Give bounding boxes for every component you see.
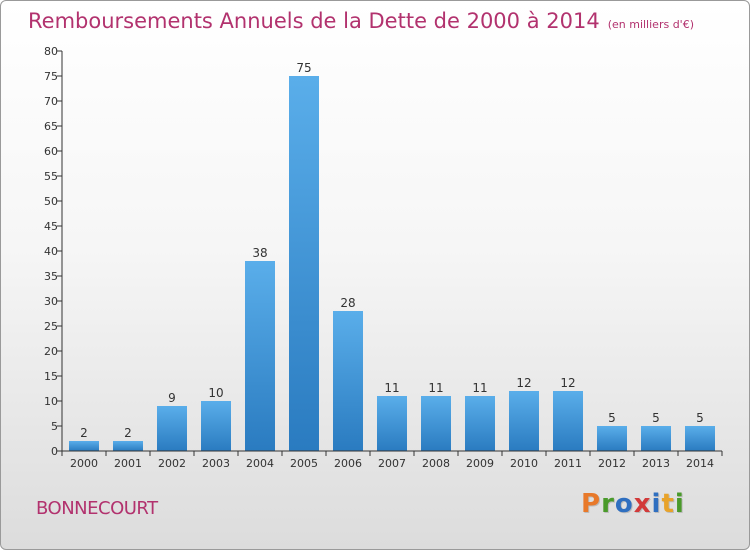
bar-value-label: 11: [428, 381, 443, 395]
bar: [201, 401, 231, 451]
x-tick-label: 2010: [510, 457, 538, 470]
bar: [377, 396, 407, 451]
chart-unit: (en milliers d'€): [607, 18, 694, 31]
bar-value-label: 2: [124, 426, 132, 440]
bar: [69, 441, 99, 451]
bar: [465, 396, 495, 451]
bar: [509, 391, 539, 451]
bar-value-label: 12: [560, 376, 575, 390]
logo-letter: i: [651, 489, 662, 519]
bar: [245, 261, 275, 451]
bar-value-label: 2: [80, 426, 88, 440]
y-tick-label: 75: [44, 70, 58, 83]
y-tick-label: 20: [44, 345, 58, 358]
y-tick-label: 35: [44, 270, 58, 283]
bar: [553, 391, 583, 451]
y-tick-label: 50: [44, 195, 58, 208]
x-tick-label: 2011: [554, 457, 582, 470]
bar-value-label: 11: [472, 381, 487, 395]
bar-value-label: 75: [296, 61, 311, 75]
y-tick-label: 60: [44, 145, 58, 158]
y-tick-label: 40: [44, 245, 58, 258]
bar: [289, 76, 319, 451]
bar-value-label: 38: [252, 246, 267, 260]
bar-value-label: 12: [516, 376, 531, 390]
chart-title: Remboursements Annuels de la Dette de 20…: [28, 9, 694, 33]
bar-value-label: 28: [340, 296, 355, 310]
y-tick-label: 55: [44, 170, 58, 183]
bar: [641, 426, 671, 451]
bar-value-label: 5: [608, 411, 616, 425]
y-tick-label: 45: [44, 220, 58, 233]
bar-value-label: 9: [168, 391, 176, 405]
bar-value-label: 10: [208, 386, 223, 400]
bar: [157, 406, 187, 451]
bar-value-label: 5: [696, 411, 704, 425]
x-tick-label: 2006: [334, 457, 362, 470]
logo-letter: x: [633, 489, 652, 519]
bars: 2 2 9 10 38 75 28 11 11 11 12 12 5 5 5: [69, 61, 715, 451]
y-tick-label: 15: [44, 370, 58, 383]
y-axis: 0 5 10 15 20 25 30 35 40 45 50 55 60 65 70 75 80: [44, 45, 63, 458]
proxiti-logo: Proxiti: [581, 489, 685, 519]
logo-letter: o: [614, 489, 634, 519]
x-tick-label: 2009: [466, 457, 494, 470]
x-tick-label: 2008: [422, 457, 450, 470]
y-tick-label: 10: [44, 395, 58, 408]
chart-title-text: Remboursements Annuels de la Dette de 20…: [28, 9, 600, 33]
y-tick-label: 70: [44, 95, 58, 108]
logo-letter: t: [661, 489, 675, 519]
bar-value-label: 5: [652, 411, 660, 425]
y-tick-label: 0: [51, 445, 58, 458]
y-tick-label: 30: [44, 295, 58, 308]
bar-value-label: 11: [384, 381, 399, 395]
x-axis: 2000 2001 2002 2003 2004 2005 2006 2007 2008 2009…: [61, 450, 723, 470]
x-tick-label: 2003: [202, 457, 230, 470]
x-tick-label: 2001: [114, 457, 142, 470]
y-tick-label: 25: [44, 320, 58, 333]
y-tick-label: 5: [51, 420, 58, 433]
bar: [113, 441, 143, 451]
x-tick-label: 2004: [246, 457, 274, 470]
y-tick-label: 80: [44, 45, 58, 58]
logo-letter: r: [601, 489, 615, 519]
bar: [333, 311, 363, 451]
logo-letter: P: [581, 489, 602, 519]
bar: [597, 426, 627, 451]
x-tick-label: 2007: [378, 457, 406, 470]
x-tick-label: 2005: [290, 457, 318, 470]
x-tick-label: 2014: [686, 457, 714, 470]
bar: [685, 426, 715, 451]
x-tick-label: 2012: [598, 457, 626, 470]
logo-letter: i: [674, 489, 685, 519]
y-tick-label: 65: [44, 120, 58, 133]
bar: [421, 396, 451, 451]
commune-name: BONNECOURT: [36, 498, 158, 519]
x-tick-label: 2013: [642, 457, 670, 470]
x-tick-label: 2000: [70, 457, 98, 470]
x-tick-label: 2002: [158, 457, 186, 470]
